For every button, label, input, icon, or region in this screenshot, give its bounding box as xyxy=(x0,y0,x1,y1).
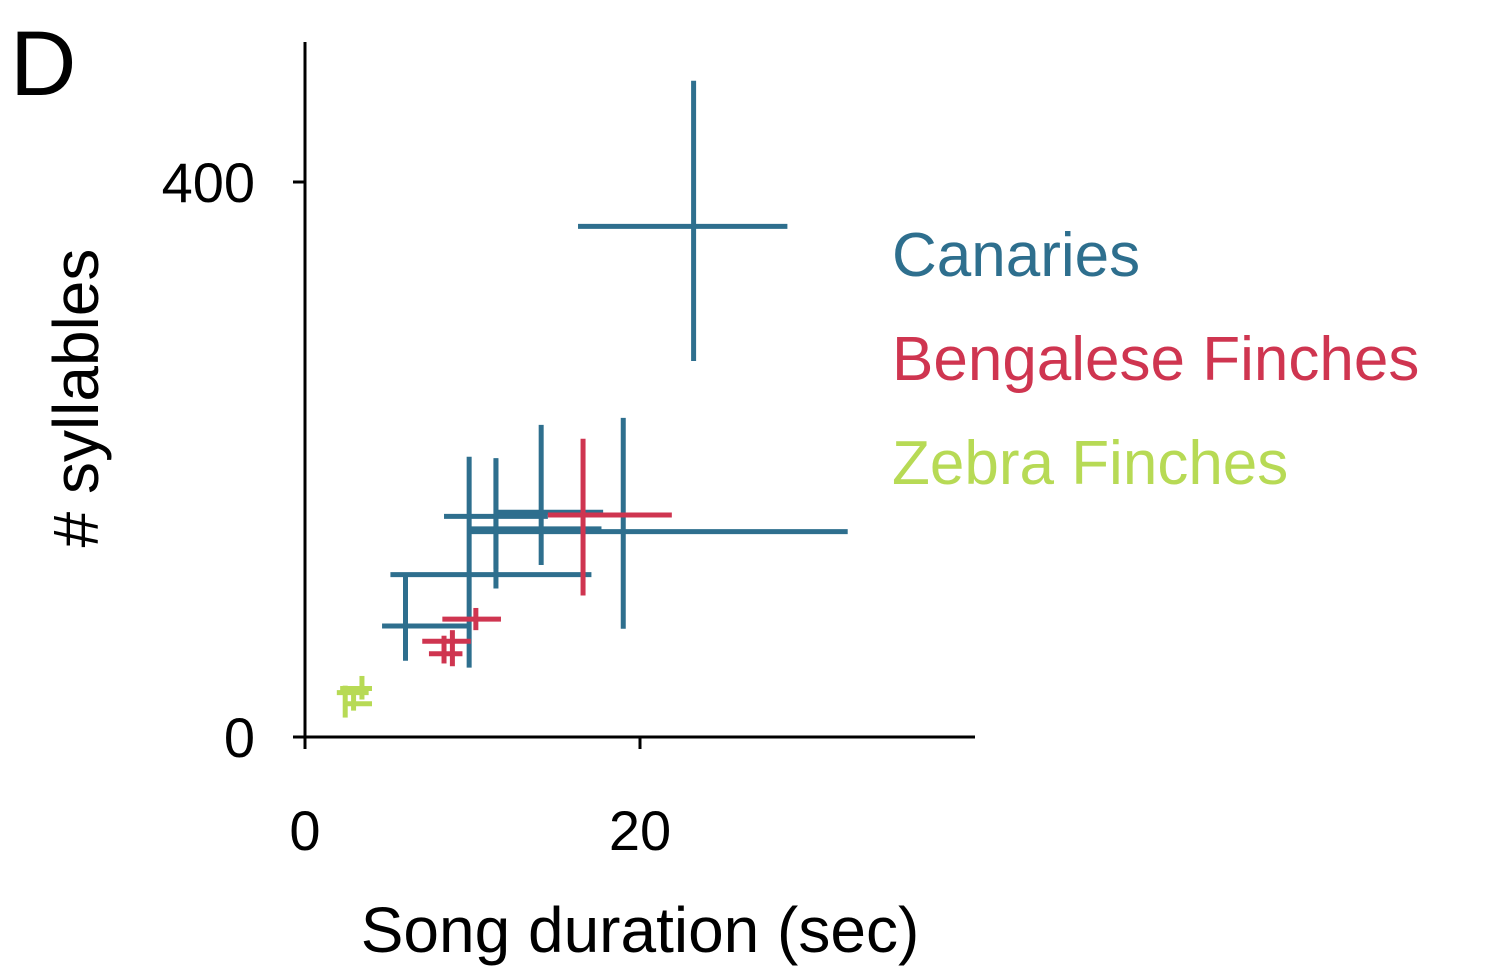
y-tick-label: 400 xyxy=(162,151,255,214)
panel-label: D xyxy=(10,13,76,115)
legend: Canaries Bengalese Finches Zebra Finches xyxy=(892,221,1419,498)
x-axis-title: Song duration (sec) xyxy=(361,894,920,966)
data-point xyxy=(442,607,501,631)
series-canaries xyxy=(382,80,848,668)
data-point xyxy=(428,635,463,664)
series-bengalese-finches xyxy=(422,438,672,667)
data-point xyxy=(578,80,788,361)
legend-entry: Zebra Finches xyxy=(892,429,1288,498)
data-point xyxy=(390,456,592,668)
y-axis-title: # syllables xyxy=(40,249,112,548)
data-point xyxy=(382,574,470,661)
data-point xyxy=(493,459,604,589)
data-marks xyxy=(336,80,848,718)
x-tick-label: 0 xyxy=(289,799,320,862)
y-tick-label: 0 xyxy=(224,706,255,769)
series-zebra-finches xyxy=(336,675,372,718)
data-point xyxy=(345,693,372,711)
x-tick-label: 20 xyxy=(609,799,671,862)
legend-entry: Canaries xyxy=(892,221,1140,290)
data-point xyxy=(547,438,672,596)
data-point xyxy=(469,417,848,629)
legend-entry: Bengalese Finches xyxy=(892,325,1419,394)
data-point xyxy=(422,630,471,667)
